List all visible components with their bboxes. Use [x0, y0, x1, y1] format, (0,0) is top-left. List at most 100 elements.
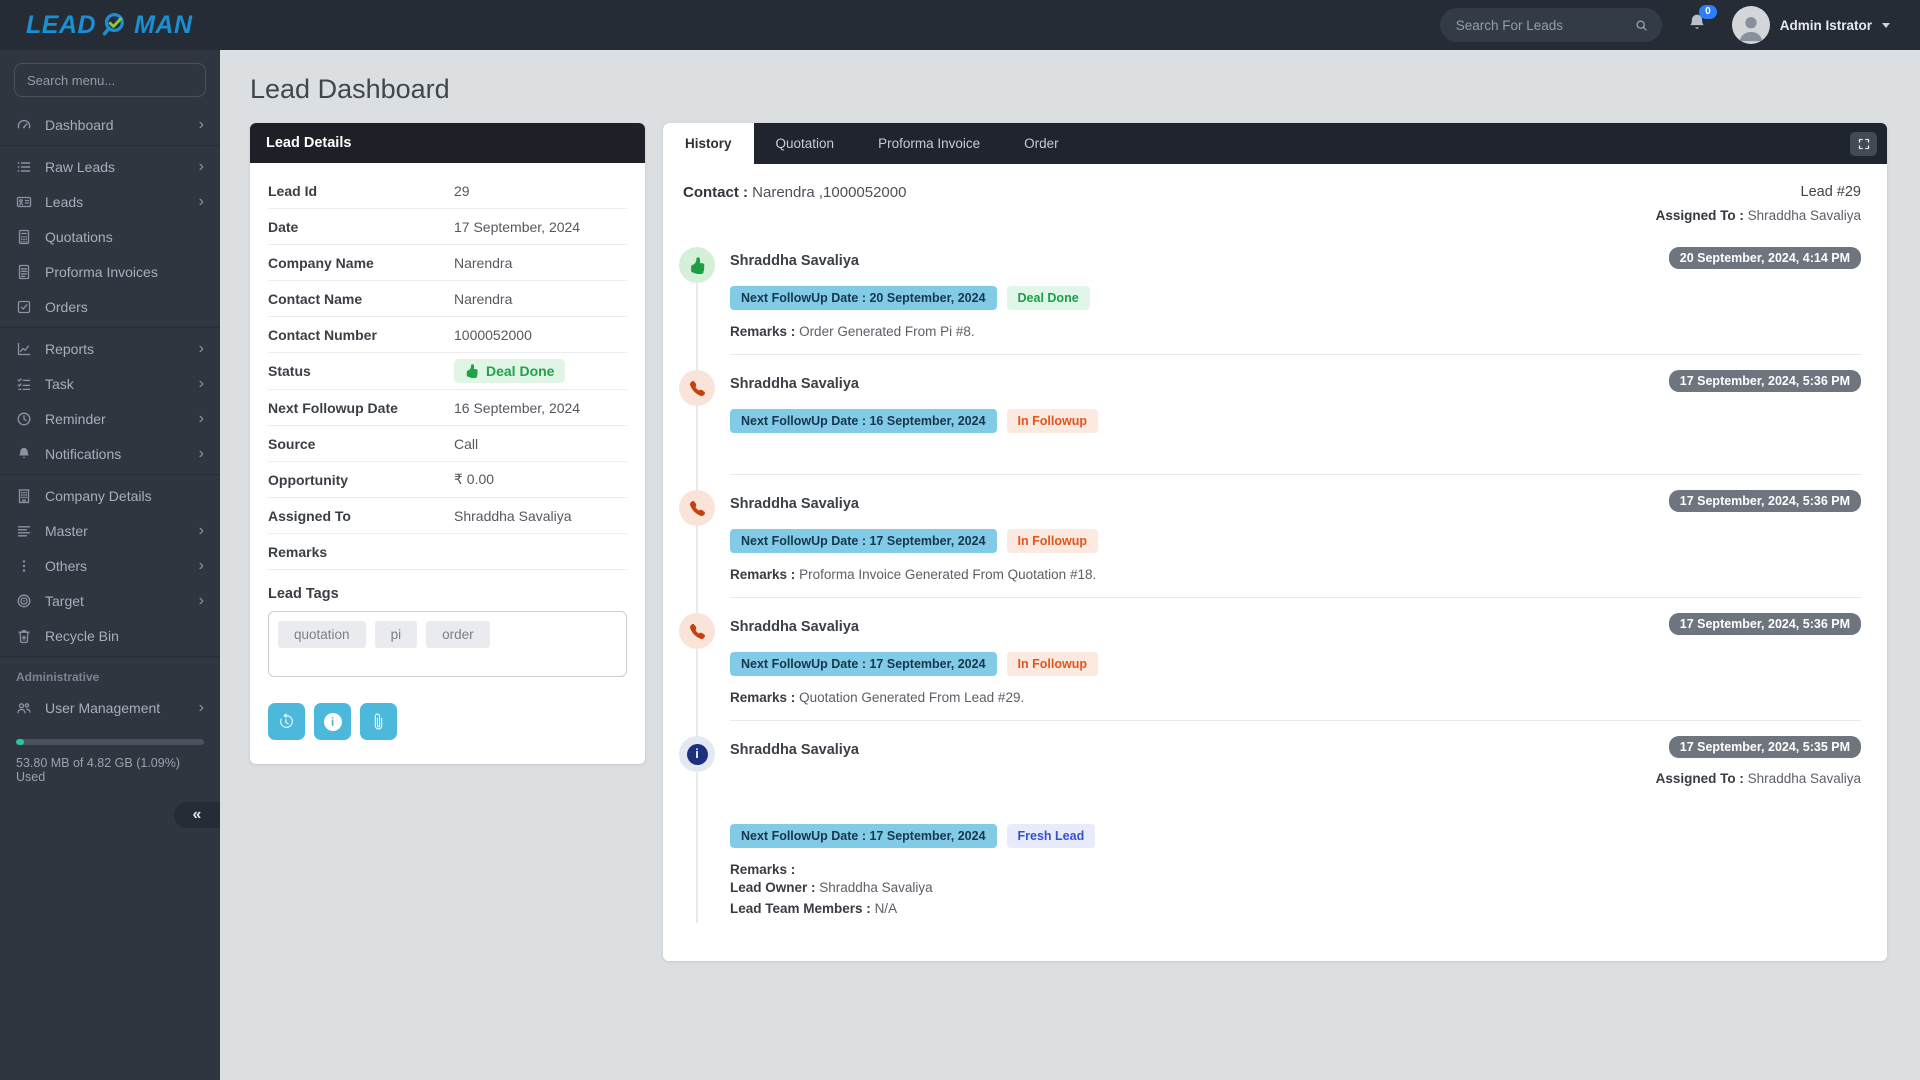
entry-user-name: Shraddha Savaliya: [730, 376, 859, 392]
tab-proforma-invoice[interactable]: Proforma Invoice: [878, 136, 981, 151]
entry-user-name: Shraddha Savaliya: [730, 253, 859, 269]
entry-assigned-to: Assigned To : Shraddha Savaliya: [1655, 771, 1861, 786]
lead-tag[interactable]: pi: [374, 621, 418, 648]
sidebar-item-proforma-invoices[interactable]: Proforma Invoices: [0, 254, 220, 289]
sidebar-item-notifications[interactable]: Notifications ›: [0, 436, 220, 471]
chevron-right-icon: ›: [198, 157, 204, 175]
id-card-icon: [16, 196, 32, 207]
history-tab-content: Contact : Narendra ,1000052000 Lead #29 …: [663, 164, 1887, 961]
timeline-entry-body: Shraddha Savaliya 20 September, 2024, 4:…: [730, 247, 1861, 355]
sidebar-item-master[interactable]: Master ›: [0, 513, 220, 548]
double-chevron-left-icon: «: [192, 806, 202, 823]
next-followup-badge: Next FollowUp Date : 20 September, 2024: [730, 286, 997, 310]
contact-row: Contact : Narendra ,1000052000 Lead #29 …: [679, 184, 1861, 223]
building-icon: [18, 488, 30, 503]
logo-text-lead: LEAD: [26, 10, 97, 39]
logo-text-man: MAN: [134, 10, 193, 39]
next-followup-badge: Next FollowUp Date : 16 September, 2024: [730, 409, 997, 433]
chart-line-icon: [17, 342, 31, 355]
logo-magnifier-check-icon: [102, 12, 124, 36]
storage-usage-text: 53.80 MB of 4.82 GB (1.09%) Used: [16, 756, 180, 784]
lead-search-input[interactable]: [1453, 16, 1635, 34]
chevron-right-icon: ›: [198, 521, 204, 539]
tasks-icon: [17, 377, 31, 390]
tab-history[interactable]: History: [663, 123, 754, 164]
timeline-entry: i Shraddha Savaliya 17 September, 2024, …: [679, 736, 1861, 935]
timeline-line: [696, 259, 698, 923]
list-icon: [17, 161, 31, 172]
sidebar-item-others[interactable]: Others ›: [0, 548, 220, 583]
lead-row-contact-name: Contact Name Narendra: [268, 281, 627, 317]
history-icon: [280, 713, 293, 728]
sidebar-item-user-management[interactable]: User Management ›: [0, 690, 220, 725]
history-button[interactable]: [268, 703, 305, 740]
lead-row-company-name: Company Name Narendra: [268, 245, 627, 281]
entry-status-badge: Fresh Lead: [1006, 823, 1096, 848]
entry-timestamp-badge: 17 September, 2024, 5:36 PM: [1668, 613, 1861, 635]
notifications-bell[interactable]: 0: [1686, 4, 1717, 39]
lead-tag[interactable]: quotation: [278, 621, 366, 648]
entry-timestamp-badge: 17 September, 2024, 5:35 PM: [1668, 736, 1861, 758]
chevron-right-icon: ›: [198, 339, 204, 357]
next-followup-badge: Next FollowUp Date : 17 September, 2024: [730, 823, 997, 848]
next-followup-badge: Next FollowUp Date : 17 September, 2024: [730, 529, 997, 553]
clock-icon: [17, 412, 31, 425]
chevron-right-icon: ›: [198, 698, 204, 716]
caret-down-icon: [1882, 23, 1890, 32]
entry-status-badge: In Followup: [1006, 409, 1098, 433]
entry-remarks: Remarks :: [730, 861, 796, 877]
paperclip-icon: [374, 713, 383, 730]
attachment-button[interactable]: [360, 703, 397, 740]
app-logo[interactable]: LEAD MAN: [0, 10, 220, 40]
invoice-icon: [18, 264, 30, 279]
search-icon[interactable]: [1635, 17, 1648, 34]
lead-row-next-followup-date: Next Followup Date 16 September, 2024: [268, 390, 627, 426]
menu-search-input[interactable]: [14, 63, 206, 97]
entry-status-badge: Deal Done: [1006, 286, 1090, 310]
sidebar-item-company-details[interactable]: Company Details: [0, 478, 220, 513]
thumbs-up-icon: [679, 247, 715, 283]
sidebar-item-quotations[interactable]: Quotations: [0, 219, 220, 254]
lead-tags-box[interactable]: quotation pi order: [268, 611, 627, 677]
entry-user-name: Shraddha Savaliya: [730, 742, 859, 758]
timeline-entry: Shraddha Savaliya 17 September, 2024, 5:…: [679, 490, 1861, 613]
lead-history-panel: History Quotation Proforma Invoice Order…: [663, 123, 1887, 961]
timeline-entry-body: Shraddha Savaliya 17 September, 2024, 5:…: [730, 613, 1861, 721]
next-followup-badge: Next FollowUp Date : 17 September, 2024: [730, 652, 997, 676]
sidebar-item-dashboard[interactable]: Dashboard ›: [0, 107, 220, 142]
ellipsis-vertical-icon: [22, 559, 26, 572]
calculator-icon: [18, 229, 30, 244]
list-lines-icon: [17, 525, 31, 536]
sidebar-item-task[interactable]: Task ›: [0, 366, 220, 401]
sidebar-item-raw-leads[interactable]: Raw Leads ›: [0, 149, 220, 184]
sidebar-item-recycle-bin[interactable]: Recycle Bin: [0, 618, 220, 653]
info-button[interactable]: i: [314, 703, 351, 740]
user-menu[interactable]: Admin Istrator: [1731, 6, 1890, 44]
sidebar-item-leads[interactable]: Leads ›: [0, 184, 220, 219]
bell-icon: [19, 447, 29, 458]
page-title: Lead Dashboard: [250, 74, 450, 104]
chevron-right-icon: ›: [198, 374, 204, 392]
timeline-entry: Shraddha Savaliya 20 September, 2024, 4:…: [679, 247, 1861, 370]
sidebar-collapse-button[interactable]: «: [174, 802, 220, 828]
sidebar-item-orders[interactable]: Orders: [0, 289, 220, 324]
lead-assigned-to: Assigned To : Shraddha Savaliya: [1655, 208, 1861, 223]
lead-row-contact-number: Contact Number 1000052000: [268, 317, 627, 353]
entry-status-badge: In Followup: [1006, 529, 1098, 553]
lead-number: Lead #29: [1800, 184, 1861, 200]
lead-row-lead-id: Lead Id 29: [268, 173, 627, 209]
chevron-right-icon: ›: [198, 409, 204, 427]
person-icon: [1739, 17, 1763, 42]
timeline-entry-body: Shraddha Savaliya 17 September, 2024, 5:…: [730, 370, 1861, 475]
chevron-right-icon: ›: [198, 115, 204, 133]
entry-remarks: Remarks : Quotation Generated From Lead …: [730, 690, 1025, 705]
entry-lead-owner: Lead Owner : Shraddha Savaliya: [730, 879, 933, 895]
sidebar-item-target[interactable]: Target ›: [0, 583, 220, 618]
tab-order[interactable]: Order: [1024, 136, 1059, 151]
lead-tag[interactable]: order: [426, 621, 490, 648]
expand-panel-button[interactable]: [1850, 131, 1877, 156]
sidebar-item-reminder[interactable]: Reminder ›: [0, 401, 220, 436]
sidebar-item-reports[interactable]: Reports ›: [0, 331, 220, 366]
tab-quotation[interactable]: Quotation: [775, 136, 835, 151]
timeline-entry: Shraddha Savaliya 17 September, 2024, 5:…: [679, 370, 1861, 490]
